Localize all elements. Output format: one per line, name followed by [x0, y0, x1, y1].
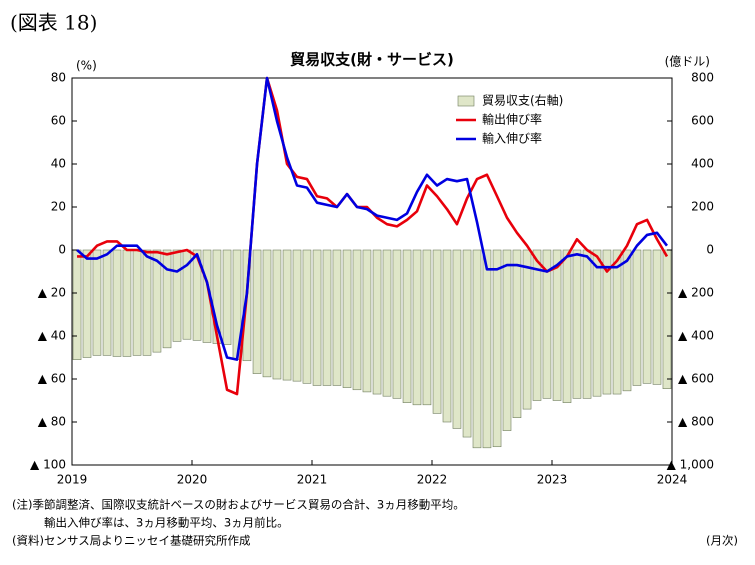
bar	[482, 249, 492, 449]
bar	[342, 249, 352, 388]
bar	[602, 249, 612, 395]
bar	[532, 249, 542, 401]
bar	[632, 249, 642, 386]
bar	[552, 249, 562, 401]
bar	[142, 249, 152, 356]
bar	[252, 249, 262, 374]
bar	[312, 249, 322, 386]
y2-tick-label: ▲ 400	[678, 329, 714, 343]
y2-tick-label: 200	[691, 200, 714, 214]
bar	[642, 249, 652, 384]
bar	[262, 249, 272, 378]
y-tick-label: ▲ 40	[38, 329, 66, 343]
bar	[72, 249, 82, 360]
legend-swatch	[457, 95, 475, 107]
bar	[132, 249, 142, 356]
bar	[502, 249, 512, 431]
note: (資料)センサス局よりニッセイ基礎研究所作成	[12, 534, 251, 548]
bar	[522, 249, 532, 410]
bar	[512, 249, 522, 418]
bar	[172, 249, 182, 342]
bar	[292, 249, 302, 382]
y-tick-label: 20	[51, 200, 66, 214]
y2-tick-label: ▲ 600	[678, 372, 714, 386]
y2-unit: (億ドル)	[665, 55, 710, 69]
bar	[582, 249, 592, 399]
bar	[212, 249, 222, 344]
bar	[402, 249, 412, 403]
bar	[412, 249, 422, 406]
bar	[492, 249, 502, 448]
bar	[322, 249, 332, 386]
bar	[162, 249, 172, 349]
x-tick-label: 2019	[57, 473, 88, 487]
bar	[362, 249, 372, 393]
bar	[332, 249, 342, 386]
bar	[192, 249, 202, 341]
bar	[272, 249, 282, 380]
y-tick-label: 80	[51, 71, 66, 85]
bar	[92, 249, 102, 356]
y-tick-label: 60	[51, 114, 66, 128]
y2-tick-label: ▲ 200	[678, 286, 714, 300]
bar	[352, 249, 362, 391]
bar	[612, 249, 622, 395]
y-tick-label: ▲ 80	[38, 415, 66, 429]
bar	[572, 249, 582, 399]
bar	[372, 249, 382, 395]
bar	[662, 249, 672, 389]
note: (注)季節調整済、国際収支統計ベースの財およびサービス貿易の合計、3ヵ月移動平均…	[12, 498, 465, 512]
plot-area	[72, 76, 672, 449]
plot-frame	[71, 77, 673, 466]
y2-tick-label: 400	[691, 157, 714, 171]
legend-label: 貿易収支(右軸)	[482, 93, 563, 108]
legend-label: 輸入伸び率	[482, 131, 542, 146]
bar	[122, 249, 132, 357]
bar	[222, 249, 232, 345]
bar	[562, 249, 572, 403]
x-tick-label: 2021	[297, 473, 328, 487]
y2-tick-label: 600	[691, 114, 714, 128]
bar	[442, 249, 452, 423]
bar	[392, 249, 402, 399]
bar	[112, 249, 122, 357]
y-unit: (%)	[76, 59, 97, 73]
x-tick-label: 2022	[417, 473, 448, 487]
bar	[422, 249, 432, 406]
x-unit: (月次)	[706, 534, 738, 548]
x-tick-label: 2023	[537, 473, 568, 487]
y-tick-label: ▲ 60	[38, 372, 66, 386]
bar	[622, 249, 632, 392]
bar	[452, 249, 462, 429]
bar	[102, 249, 112, 356]
bar	[542, 249, 552, 399]
bar	[282, 249, 292, 381]
bar	[592, 249, 602, 397]
legend-label: 輸出伸び率	[482, 112, 542, 127]
y2-tick-label: 800	[691, 71, 714, 85]
line	[76, 76, 668, 361]
bar	[462, 249, 472, 438]
bar	[652, 249, 662, 385]
y-tick-label: ▲ 100	[30, 458, 66, 472]
bar	[302, 249, 312, 384]
y-tick-label: ▲ 20	[38, 286, 66, 300]
x-tick-label: 2024	[657, 473, 688, 487]
y2-tick-label: ▲ 1,000	[667, 458, 714, 472]
note: 輸出入伸び率は、3ヵ月移動平均、3ヵ月前比。	[44, 516, 289, 530]
y-tick-label: 0	[58, 243, 66, 257]
chart-title: 貿易収支(財・サービス)	[290, 51, 454, 69]
y2-tick-label: ▲ 800	[678, 415, 714, 429]
bar	[382, 249, 392, 397]
y2-tick-label: 0	[706, 243, 714, 257]
x-tick-label: 2020	[177, 473, 208, 487]
bar	[472, 249, 482, 449]
y-tick-label: 40	[51, 157, 66, 171]
bar	[82, 249, 92, 358]
figure-label: (図表 18)	[10, 11, 97, 35]
bar	[152, 249, 162, 353]
bar	[432, 249, 442, 414]
